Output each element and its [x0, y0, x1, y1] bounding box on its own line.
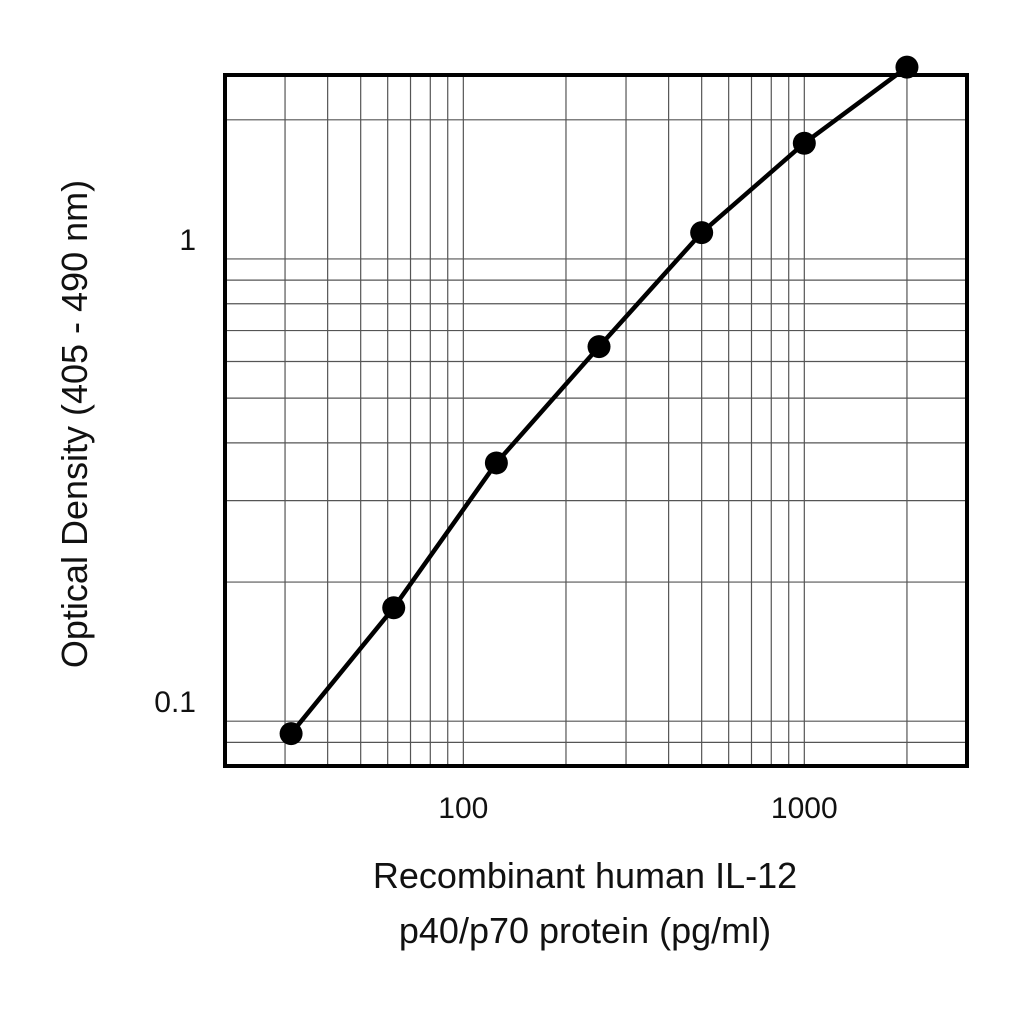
series-line	[289, 65, 909, 736]
x-axis-title-line-1: Recombinant human IL-12	[373, 855, 797, 896]
data-point	[587, 335, 611, 359]
grid-lines	[225, 75, 967, 766]
data-point	[279, 722, 303, 746]
data-point	[484, 451, 508, 475]
y-tick-label: 1	[179, 224, 196, 257]
data-point	[382, 596, 406, 620]
plot-frame	[223, 73, 969, 768]
y-tick-label: 0.1	[154, 686, 196, 719]
x-axis-title-line-2: p40/p70 protein (pg/ml)	[399, 910, 771, 951]
data-point	[792, 131, 816, 155]
x-tick-label: 1000	[771, 792, 838, 825]
x-tick-label: 100	[438, 792, 488, 825]
series-line-group	[289, 65, 909, 736]
y-axis-title: Optical Density (405 - 490 nm)	[54, 180, 95, 668]
tick-labels: 100 1000 0.1 1	[154, 224, 837, 825]
data-point	[690, 221, 714, 245]
data-point-group	[279, 55, 919, 746]
data-point	[895, 55, 919, 79]
